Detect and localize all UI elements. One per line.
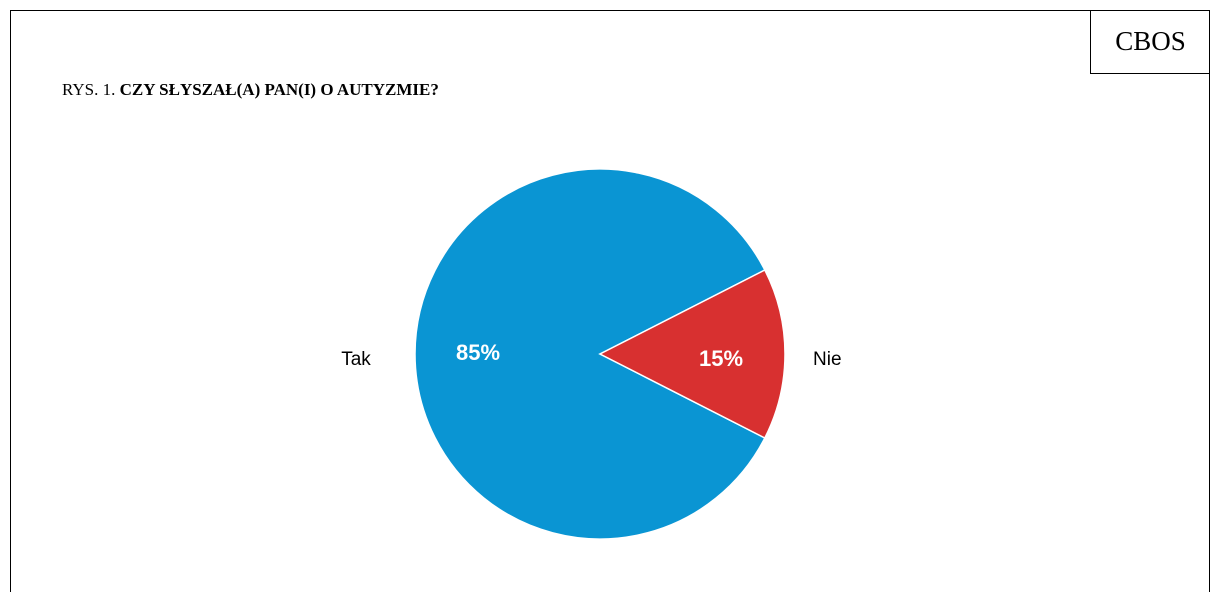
chart-title-prefix: RYS. 1. — [62, 80, 120, 99]
value-label-nie: 15% — [699, 346, 743, 371]
category-label-nie: Nie — [813, 349, 842, 370]
source-badge-text: CBOS — [1115, 26, 1186, 56]
pie-slice-tak — [414, 168, 766, 540]
pie-slice-nie — [598, 269, 786, 439]
pie-slices — [414, 168, 786, 540]
pie-labels: 85% 15% Tak Nie — [341, 340, 841, 371]
chart-title: RYS. 1. CZY SŁYSZAŁ(A) PAN(I) O AUTYZMIE… — [62, 80, 439, 100]
category-label-tak: Tak — [341, 349, 371, 370]
source-badge: CBOS — [1090, 10, 1210, 74]
chart-title-question: CZY SŁYSZAŁ(A) PAN(I) O AUTYZMIE? — [119, 80, 439, 99]
value-label-tak: 85% — [456, 340, 500, 365]
